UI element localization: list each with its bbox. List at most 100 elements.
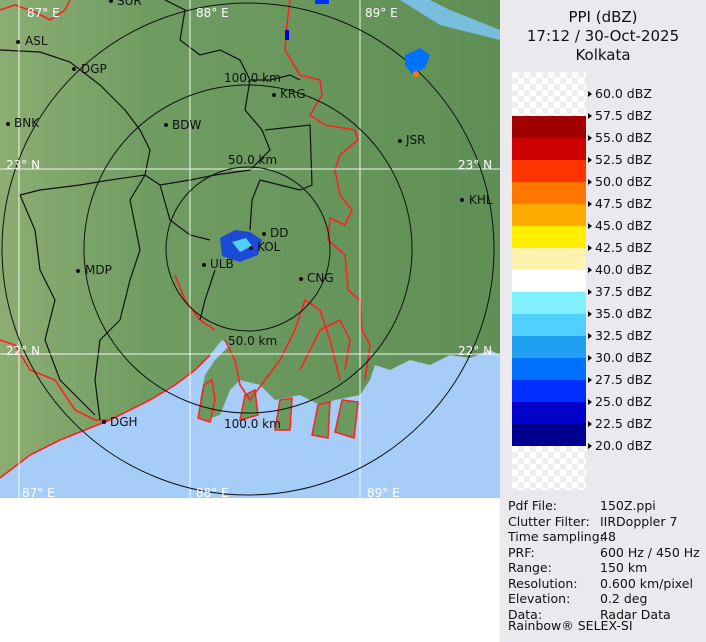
metadata-row: Resolution: 0.600 km/pixel	[508, 575, 693, 591]
ring-label-50km: 50.0 km	[228, 153, 277, 167]
metadata-value: 0.600 km/pixel	[600, 575, 693, 591]
radar-map: 87° E 88° E 89° E 87° E 88° E 89° E 23° …	[0, 0, 500, 498]
lon-89-bottom-label: 89° E	[367, 486, 400, 498]
metadata-label: Data:	[508, 606, 543, 622]
city-ulb: ULB	[210, 257, 234, 271]
legend-below-range	[512, 446, 586, 490]
metadata-row: Elevation: 0.2 deg	[508, 591, 647, 606]
metadata-value: 48	[600, 529, 616, 544]
legend-label: 47.5 dBZ	[588, 197, 652, 211]
metadata-value: 150 km	[600, 560, 648, 575]
metadata-row: PRF: 600 Hz / 450 Hz	[508, 544, 700, 560]
district-borders	[0, 0, 313, 421]
metadata-value: Radar Data	[600, 606, 671, 622]
legend-band	[512, 358, 586, 380]
legend-label: 25.0 dBZ	[588, 395, 652, 409]
city-asl: ASL	[25, 34, 48, 48]
station-name: Kolkata	[575, 46, 631, 64]
lon-89-label: 89° E	[365, 6, 398, 20]
metadata-row: Pdf File: 150Z.ppi	[508, 498, 656, 513]
legend-label: 40.0 dBZ	[588, 263, 652, 277]
metadata-value: IIRDoppler 7	[600, 513, 678, 529]
cities: SUR ASL DGP BNK BDW KRG JSR KHL DD KOL U…	[6, 0, 493, 429]
city-mdp: MDP	[85, 263, 112, 277]
lat-lon-grid	[0, 0, 500, 498]
legend-band	[512, 402, 586, 424]
metadata-label: Pdf File:	[508, 498, 557, 513]
legend-band	[512, 182, 586, 204]
legend-label: 60.0 dBZ	[588, 87, 652, 101]
ring-labels: 50.0 km 100.0 km 50.0 km 100.0 km	[224, 71, 281, 431]
legend-band	[512, 138, 586, 160]
lat-23-right-label: 23° N	[458, 158, 492, 172]
city-krg: KRG	[280, 87, 306, 101]
metadata-value: 600 Hz / 450 Hz	[600, 544, 700, 560]
city-jsr: JSR	[405, 133, 426, 147]
city-dgp: DGP	[81, 62, 107, 76]
lon-88-bottom-label: 88° E	[196, 486, 229, 498]
city-cng: CNG	[307, 271, 334, 285]
metadata-value: 0.2 deg	[600, 591, 648, 606]
legend-label: 35.0 dBZ	[588, 307, 652, 321]
legend-label: 32.5 dBZ	[588, 329, 652, 343]
metadata-row: Data: Radar Data	[508, 606, 671, 622]
legend-label: 55.0 dBZ	[588, 131, 652, 145]
lat-23-label: 23° N	[6, 158, 40, 172]
city-khl: KHL	[469, 193, 493, 207]
legend-band	[512, 314, 586, 336]
radar-echoes	[220, 0, 500, 262]
range-rings	[1, 2, 495, 496]
lat-22-label: 22° N	[6, 344, 40, 358]
legend-band	[512, 336, 586, 358]
footer-credit: Rainbow® SELEX-SI	[508, 618, 633, 633]
metadata-row: Time sampling: 48	[508, 529, 616, 544]
legend-label: 45.0 dBZ	[588, 219, 652, 233]
legend-above-range	[512, 72, 586, 116]
city-bdw: BDW	[172, 118, 201, 132]
ring-label-100km-lower: 100.0 km	[224, 417, 281, 431]
metadata-label: Elevation:	[508, 591, 571, 606]
lon-88-label: 88° E	[196, 6, 229, 20]
city-dd: DD	[270, 226, 288, 240]
legend-label: 20.0 dBZ	[588, 439, 652, 453]
legend-label: 22.5 dBZ	[588, 417, 652, 431]
legend-band	[512, 248, 586, 270]
legend-label: 50.0 dBZ	[588, 175, 652, 189]
metadata-label: Resolution:	[508, 575, 578, 591]
legend-band	[512, 160, 586, 182]
legend-band	[512, 270, 586, 292]
river-borders	[0, 0, 371, 479]
city-bnk: BNK	[14, 116, 40, 130]
legend-band	[512, 292, 586, 314]
ring-label-50km-lower: 50.0 km	[228, 334, 277, 348]
legend-label: 57.5 dBZ	[588, 109, 652, 123]
city-sur: SUR	[117, 0, 142, 8]
metadata-label: Range:	[508, 560, 552, 575]
lon-87-bottom-label: 87° E	[22, 486, 55, 498]
lat-22-right-label: 22° N	[458, 344, 492, 358]
sea-area	[0, 340, 500, 498]
legend-band	[512, 116, 586, 138]
legend-band	[512, 226, 586, 248]
city-dgh: DGH	[110, 415, 138, 429]
metadata-row: Clutter Filter: IIRDoppler 7	[508, 513, 677, 529]
datetime: 17:12 / 30-Oct-2025	[526, 27, 680, 45]
ring-label-100km: 100.0 km	[224, 71, 281, 85]
metadata-value: 150Z.ppi	[600, 498, 656, 513]
grid-labels: 87° E 88° E 89° E 87° E 88° E 89° E 23° …	[6, 6, 492, 498]
legend-band	[512, 424, 586, 446]
metadata-label: Clutter Filter:	[508, 513, 590, 529]
info-panel: PPI (dBZ) 17:12 / 30-Oct-2025 Kolkata 60…	[500, 0, 706, 642]
city-kol: KOL	[257, 240, 281, 254]
product-title: PPI (dBZ)	[568, 8, 638, 26]
legend-band	[512, 380, 586, 402]
legend-label: 37.5 dBZ	[588, 285, 652, 299]
legend-band	[512, 204, 586, 226]
lon-87-label: 87° E	[27, 6, 60, 20]
metadata-row: Range: 150 km	[508, 560, 647, 575]
legend-label: 30.0 dBZ	[588, 351, 652, 365]
metadata-label: PRF:	[508, 544, 535, 560]
legend-label: 27.5 dBZ	[588, 373, 652, 387]
legend-label: 42.5 dBZ	[588, 241, 652, 255]
metadata-label: Time sampling:	[508, 529, 604, 544]
